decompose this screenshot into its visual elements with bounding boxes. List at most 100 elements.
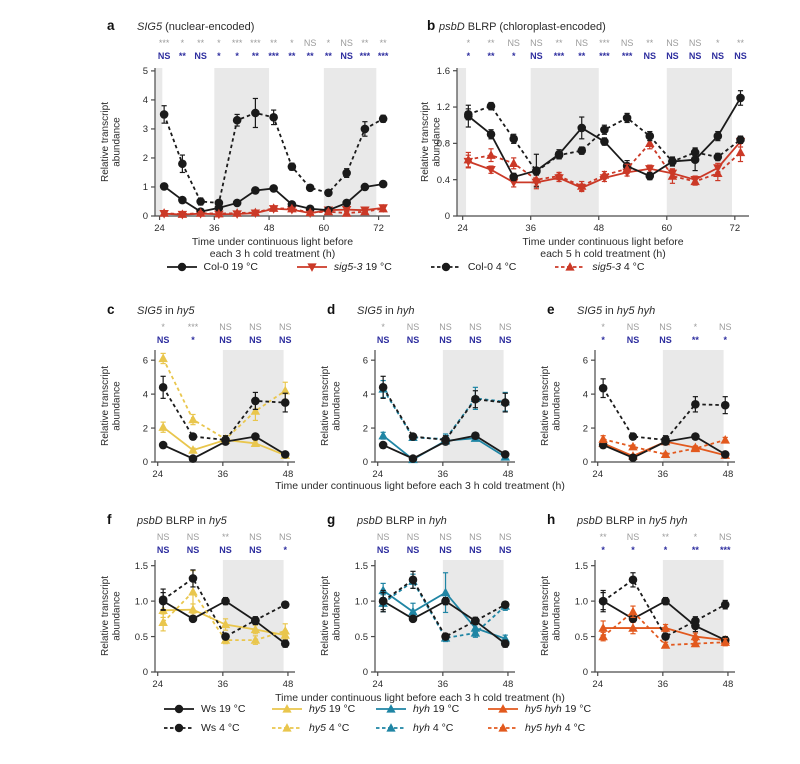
significance-vs-genotype: * xyxy=(381,322,385,332)
significance-vs-genotype: NS xyxy=(279,532,292,542)
panel-b-chart: b psbD BLRP (chloroplast-encoded)******NS… xyxy=(420,18,749,260)
circle-marker xyxy=(159,110,169,119)
circle-marker xyxy=(645,131,655,141)
panel-g-chart: g psbD BLRP in hyh NS NS NS NS NS NS NS NS NS NS 0 0.… xyxy=(320,512,515,690)
significance-vs-temperature: * xyxy=(631,545,635,555)
tri-up-marker xyxy=(188,445,198,454)
circle-marker xyxy=(441,596,450,606)
significance-vs-temperature: NS xyxy=(439,335,452,345)
legend-item-col-0-4-c: Col-0 4 °C xyxy=(430,260,517,274)
tri-up-marker xyxy=(660,623,671,632)
circle-marker xyxy=(342,198,351,208)
significance-vs-genotype: NS xyxy=(157,532,170,542)
circle-marker xyxy=(628,575,638,585)
circle-marker xyxy=(554,150,564,160)
y-axis-label: abundance xyxy=(112,591,123,641)
significance-vs-temperature: ** xyxy=(252,51,260,61)
circle-marker xyxy=(159,182,169,191)
tri-up-marker xyxy=(323,206,334,216)
x-tick-label: 72 xyxy=(730,223,741,234)
significance-vs-temperature: *** xyxy=(622,51,633,61)
legend-item-hy5-19-c: hy5 19 °C xyxy=(271,702,375,716)
legend-label: hy5 19 °C xyxy=(309,703,356,715)
circle-marker xyxy=(500,450,510,459)
significance-vs-temperature: ** xyxy=(692,545,700,555)
significance-vs-genotype: NS xyxy=(304,38,317,48)
tri-up-marker xyxy=(660,449,671,459)
tri-up-marker xyxy=(508,158,519,167)
circle-marker xyxy=(188,454,198,463)
significance-vs-temperature: *** xyxy=(599,51,610,61)
significance-vs-temperature: * xyxy=(467,51,471,61)
tri-up-marker xyxy=(280,625,290,635)
circle-marker xyxy=(598,596,608,606)
circle-marker xyxy=(251,615,260,625)
significance-vs-temperature: NS xyxy=(712,51,725,61)
circle-marker xyxy=(221,596,230,606)
significance-vs-genotype: NS xyxy=(499,322,512,332)
circle-marker xyxy=(500,398,510,407)
tri-up-marker xyxy=(177,209,188,218)
tri-up-marker xyxy=(250,624,261,634)
significance-vs-genotype: ** xyxy=(197,38,205,48)
legend-bottom: Ws 19 °C hy5 19 °C hyh 19 °C hy5 hyh 19 °C W… xyxy=(163,702,629,735)
circle-marker xyxy=(577,146,587,155)
circle-marker xyxy=(251,186,260,195)
x-tick-label: 36 xyxy=(209,223,220,234)
significance-vs-temperature: *** xyxy=(268,51,279,61)
x-tick-label: 48 xyxy=(264,223,275,234)
legend-swatch xyxy=(272,704,302,713)
x-axis-label: Time under continuous light before xyxy=(192,236,353,248)
panel-letter: f xyxy=(107,512,112,527)
circle-marker xyxy=(691,400,700,409)
tri-up-marker xyxy=(159,208,169,217)
tri-up-marker xyxy=(577,181,587,190)
circle-marker xyxy=(500,639,510,648)
legend-label: Col-0 19 °C xyxy=(203,261,258,273)
x-tick-label: 60 xyxy=(661,223,672,234)
significance-vs-genotype: NS xyxy=(187,532,200,542)
circle-marker xyxy=(628,453,638,463)
circle-marker xyxy=(532,167,541,176)
x-tick-label: 48 xyxy=(723,679,734,690)
circle-marker xyxy=(690,148,700,157)
legend-item-col-0-19-c: Col-0 19 °C xyxy=(166,260,258,274)
significance-vs-temperature: NS xyxy=(219,335,232,345)
x-tick-label: 36 xyxy=(218,679,229,690)
significance-vs-genotype: * xyxy=(694,322,698,332)
x-tick-label: 48 xyxy=(723,469,734,480)
tri-up-marker xyxy=(628,441,638,451)
tri-up-marker xyxy=(470,623,481,632)
y-tick-label: 6 xyxy=(143,355,148,366)
significance-vs-genotype: NS xyxy=(627,322,640,332)
panel-title: psbD BLRP (chloroplast-encoded) xyxy=(438,21,606,33)
legend-item-sig5-3-4-c: sig5-3 4 °C xyxy=(554,260,644,274)
tri-up-marker xyxy=(195,208,206,217)
circle-marker xyxy=(280,639,290,648)
x-tick-label: 60 xyxy=(319,223,330,234)
tri-up-marker xyxy=(565,262,576,271)
legend-label: hy5 4 °C xyxy=(309,722,350,734)
y-axis-label: abundance xyxy=(112,381,123,431)
circle-marker xyxy=(158,383,168,392)
series-ws-4-c xyxy=(598,378,730,445)
y-axis-label: Relative transcript xyxy=(100,102,111,182)
series-col-0-4-c xyxy=(159,97,388,208)
significance-vs-temperature: *** xyxy=(554,51,565,61)
series-hy5-hyh-4-c xyxy=(598,605,730,649)
significance-vs-temperature: ** xyxy=(692,335,700,345)
y-axis-label: abundance xyxy=(332,591,343,641)
significance-vs-temperature: ** xyxy=(578,51,586,61)
y-tick-label: 0 xyxy=(143,457,148,468)
x-axis-label-row3: Time under continuous light before each … xyxy=(275,692,565,704)
tri-up-marker xyxy=(214,208,224,218)
y-tick-label: 0.8 xyxy=(437,139,450,150)
y-tick-label: 0 xyxy=(363,457,368,468)
circle-marker xyxy=(598,383,608,393)
tri-up-marker xyxy=(498,723,508,732)
legend-label: hyh 19 °C xyxy=(413,703,460,715)
tri-down-marker xyxy=(645,165,655,174)
significance-vs-temperature: NS xyxy=(157,335,170,345)
x-tick-label: 24 xyxy=(154,223,165,234)
legend-label: Col-0 4 °C xyxy=(467,261,517,273)
